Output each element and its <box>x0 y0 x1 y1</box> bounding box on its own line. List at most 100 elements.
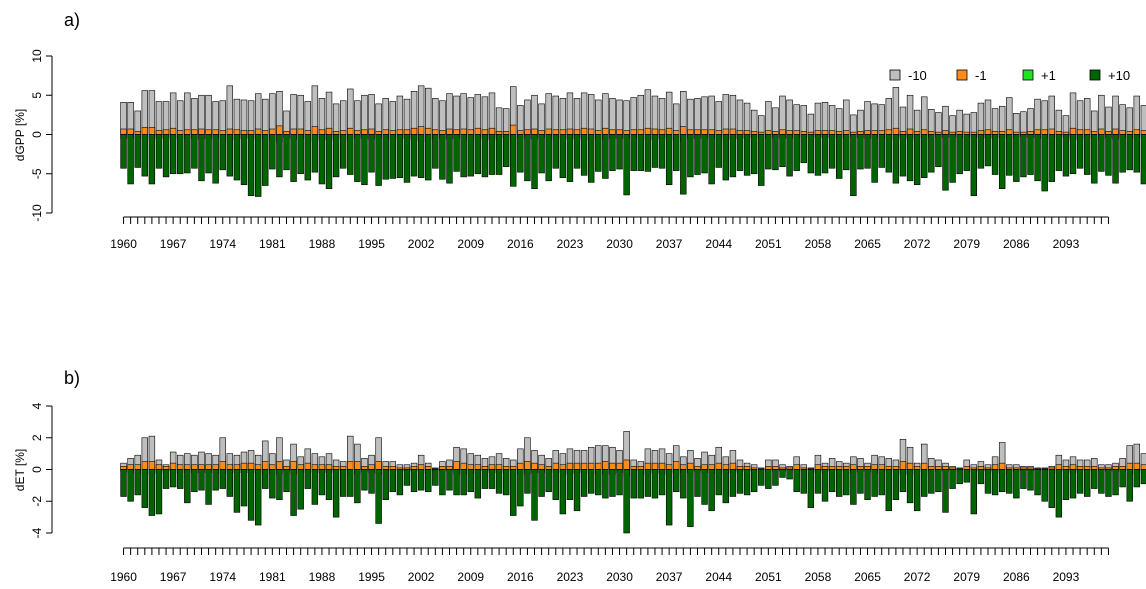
panel-a-bar-+10-2079 <box>963 134 970 171</box>
panel-a-bar--1-2088 <box>1027 131 1034 135</box>
legend: -10 -1 +1 +10 <box>889 68 1130 83</box>
panel-a-bar--1-2002 <box>417 126 425 135</box>
panel-a-bar--10-1978 <box>247 100 255 135</box>
panel-a-bar-+10-1961 <box>127 134 134 185</box>
panel-b-bar-+10-2023 <box>566 469 574 500</box>
panel-a-bar-+10-2084 <box>998 134 1006 189</box>
panel-a-bar--10-2104 <box>1140 105 1146 135</box>
panel-a-bar-+10-2035 <box>651 134 659 168</box>
panel-b-x-tick-label-0: 1960 <box>110 570 137 584</box>
panel-b-bar--1-1976 <box>233 464 241 470</box>
panel-b-bar--1-1975 <box>226 464 234 470</box>
panel-a-bar-+10-1977 <box>240 134 248 186</box>
legend-label-0: -10 <box>908 68 927 83</box>
panel-a-x-tick-label-7: 2009 <box>457 237 484 251</box>
panel-b-bar--1-2100 <box>1112 466 1119 470</box>
panel-b-bar-+10-2065 <box>864 469 871 500</box>
panel-a-bar--10-2080 <box>970 112 978 135</box>
panel-a-bar--10-1972 <box>205 94 212 135</box>
panel-a-bar--1-2042 <box>701 129 708 135</box>
panel-b-bar--1-1986 <box>304 462 311 470</box>
panel-b-bar-+10-2100 <box>1112 469 1119 496</box>
panel-a-bar--1-2026 <box>587 128 595 135</box>
panel-b-bar-+10-1996 <box>375 469 382 524</box>
panel-a-bar--10-2003 <box>425 87 432 135</box>
panel-b-bar-+10-2082 <box>984 469 992 494</box>
panel-b-bar-+10-2066 <box>871 469 878 497</box>
panel-a-bar--1-2060 <box>828 130 836 135</box>
panel-b-bar--1-2007 <box>453 461 460 470</box>
panel-a-bar--1-1995 <box>368 128 375 135</box>
panel-a-bar--1-1990 <box>332 131 340 135</box>
panel-b-bar-+10-2013 <box>495 469 503 494</box>
panel-a-bar-+10-1984 <box>290 134 297 182</box>
panel-a-bar--1-1971 <box>198 128 205 135</box>
panel-a-bar-+10-1994 <box>361 134 368 186</box>
panel-b-bar-+10-2021 <box>552 469 559 500</box>
panel-a-bar-+10-2041 <box>694 134 701 175</box>
panel-a-bar-+10-1972 <box>205 134 212 174</box>
panel-a-bar--1-2067 <box>878 130 885 135</box>
panel-a-bar--10-2060 <box>828 105 836 135</box>
panel-a-y-axis: -10 -5 0 5 10 <box>30 49 53 222</box>
panel-a-bar--10-2020 <box>545 93 552 135</box>
panel-b-bar--1-2059 <box>821 466 829 470</box>
panel-a-bar-+10-2095 <box>1076 134 1084 169</box>
panel-a-bar--1-1972 <box>205 129 212 135</box>
panel-b-bar-+10-2074 <box>928 469 935 494</box>
panel-a-bar-+10-2099 <box>1105 134 1112 176</box>
panel-b-bar-+10-2054 <box>786 469 793 480</box>
panel-a-y-tick-label-1: -5 <box>30 168 44 179</box>
panel-b-bar--1-1992 <box>347 461 354 470</box>
panel-a-bar-+10-1981 <box>269 134 276 170</box>
panel-a-bar--1-2090 <box>1041 129 1048 135</box>
panel-a-bar--1-2078 <box>956 131 963 135</box>
panel-a-x-tick-label-9: 2023 <box>557 237 584 251</box>
panel-a-bar--10-1986 <box>304 101 311 135</box>
panel-b-bar-+10-2095 <box>1076 469 1084 494</box>
panel-b-bar-+10-1989 <box>325 469 333 500</box>
panel-b-bar-+10-2104 <box>1140 469 1146 485</box>
panel-a-y-tick-label-0: -10 <box>30 204 44 222</box>
panel-a-bar-+10-1996 <box>375 134 382 186</box>
panel-b-bar--1-1972 <box>205 464 212 470</box>
panel-a-bar-+10-1990 <box>332 134 340 178</box>
panel-b-bar-+10-2089 <box>1034 469 1041 496</box>
panel-a-bar--1-1978 <box>247 130 255 135</box>
panel-b-bar-+10-1965 <box>155 469 163 515</box>
panel-a-bar--1-2092 <box>1055 131 1063 135</box>
panel-a-bar--1-1962 <box>134 131 141 135</box>
panel-a-bar--1-2007 <box>453 129 460 135</box>
legend-label-1: -1 <box>975 68 987 83</box>
panel-b-bar--1-2030 <box>616 462 623 470</box>
panel-b-bar-+10-2084 <box>998 469 1006 493</box>
panel-b-bar--1-2033 <box>637 466 645 470</box>
panel-a-bar--1-1986 <box>304 130 311 135</box>
panel-a-bar--10-1968 <box>177 100 184 135</box>
panel-a-bar--1-2065 <box>864 130 871 135</box>
panel-b-bar--1-1994 <box>361 466 368 470</box>
panel-b-bar-+10-2056 <box>800 469 807 494</box>
panel-b-bar--1-1964 <box>148 461 156 470</box>
panel-a-bar--10-2077 <box>949 115 956 135</box>
panel-a-bar--1-1965 <box>155 130 163 135</box>
panel-a-bar--10-2062 <box>843 99 850 135</box>
panel-b-bar-+10-2036 <box>658 469 666 496</box>
panel-a-bar--10-1995 <box>368 94 375 135</box>
panel-a-bar-+10-2104 <box>1140 134 1146 185</box>
panel-a-bar-+10-2059 <box>821 134 829 174</box>
panel-a-bar--1-2023 <box>566 128 574 135</box>
panel-b-bar-+10-1999 <box>396 469 404 496</box>
panel-b-bar--1-2023 <box>566 462 574 470</box>
panel-b-bar--1-2062 <box>843 466 850 470</box>
panel-a-bar--10-1993 <box>354 100 361 135</box>
panel-b-bar-+10-1982 <box>276 469 283 500</box>
panel-a-bar--1-2102 <box>1126 131 1133 135</box>
panel-a-bar--1-1968 <box>177 130 184 135</box>
panel-a-bar--10-1997 <box>382 98 389 135</box>
panel-a-bar-+10-2013 <box>495 134 503 175</box>
panel-a-bar--1-1966 <box>162 129 170 135</box>
panel-a-bar--10-2067 <box>878 104 885 135</box>
panel-a-bar--10-2053 <box>779 95 786 135</box>
panel-b-bar--1-2058 <box>814 464 822 470</box>
